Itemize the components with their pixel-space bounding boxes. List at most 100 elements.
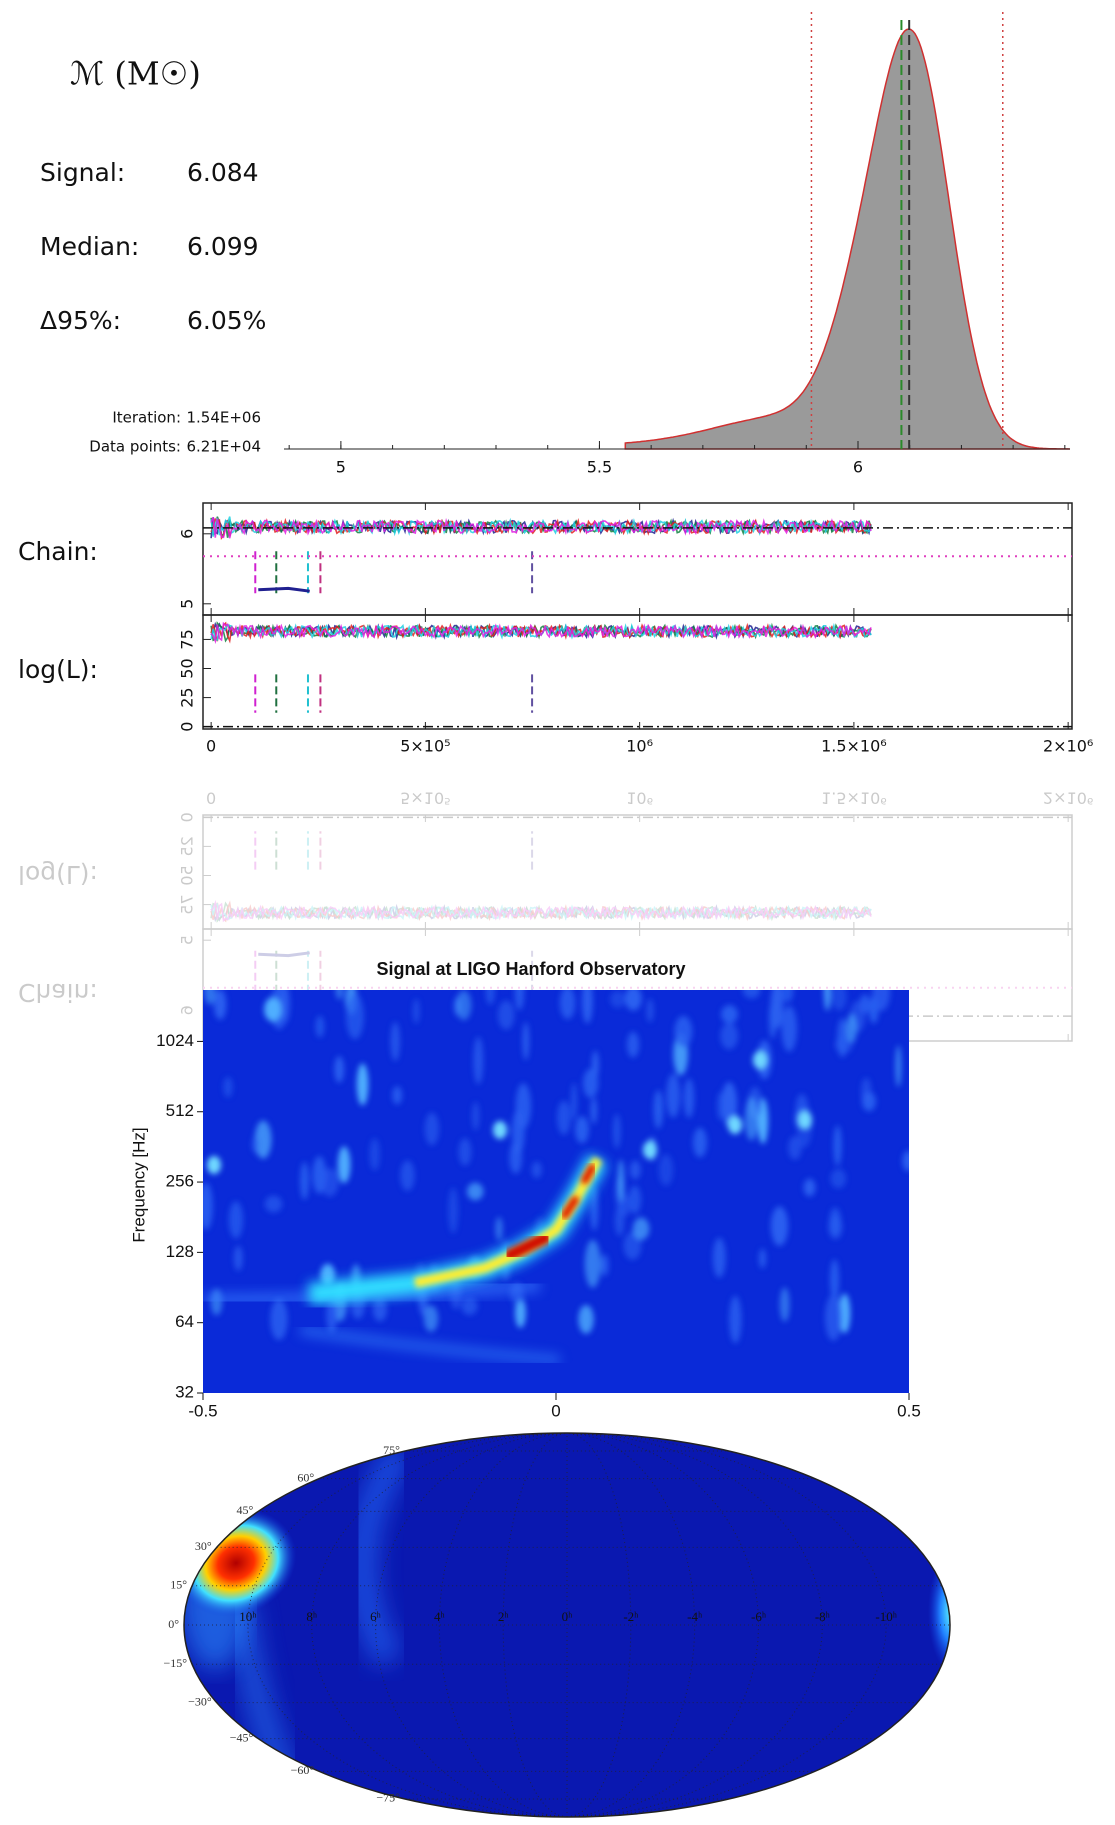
iteration-value: 1.54E+06 <box>186 409 261 427</box>
noise-blob <box>729 1295 742 1344</box>
noise-blob <box>204 990 216 1005</box>
lat-label: −75° <box>376 1791 400 1805</box>
x-tick-label: 1.5×10⁶ <box>821 737 887 756</box>
posterior-panel: ℳ (M☉) Iteration: 1.54E+06 Data points: … <box>40 12 1071 477</box>
lat-label: 60° <box>297 1470 314 1484</box>
spectrogram-image <box>203 990 909 1365</box>
y-tick-label: 1024 <box>156 1031 194 1050</box>
noise-blob <box>674 1015 693 1048</box>
noise-blob <box>626 1031 640 1058</box>
noise-blob <box>770 1206 789 1247</box>
y-tick-label: 64 <box>175 1312 194 1331</box>
noise-blob <box>392 1086 403 1105</box>
stat-value: 6.099 <box>187 232 259 261</box>
noise-blob <box>666 1073 681 1118</box>
ra-label: 0ʰ <box>562 1609 573 1624</box>
noise-blob <box>803 1178 816 1197</box>
spectrogram-panel: Signal at LIGO Hanford Observatory Frequ… <box>129 959 920 1421</box>
noise-blob <box>744 1097 759 1141</box>
y-tick-label: 6 <box>178 529 197 539</box>
noise-blob <box>326 1297 338 1333</box>
noise-blob <box>779 1287 790 1322</box>
noise-blob <box>335 990 344 1000</box>
parameter-label: ℳ (M☉) <box>70 55 201 93</box>
noise-blob <box>559 990 576 1020</box>
noise-blob <box>372 1297 388 1322</box>
noise-blob <box>583 1068 599 1098</box>
noise-blob <box>473 1036 484 1085</box>
noise-blob <box>203 1182 213 1230</box>
noise-blob <box>557 1100 571 1135</box>
ra-label: -2ʰ <box>623 1609 638 1624</box>
points-value: 6.21E+04 <box>186 438 261 456</box>
lat-label: 45° <box>237 1503 254 1517</box>
noise-blob <box>658 1154 674 1186</box>
x-tick-label: 0.5 <box>897 1401 921 1420</box>
noise-blob <box>254 1120 272 1159</box>
noise-blob <box>337 1146 351 1184</box>
x-tick-label: 6 <box>853 458 863 477</box>
chain-excursion <box>258 586 310 593</box>
noise-blob <box>300 1161 309 1200</box>
noise-blob <box>213 990 227 1020</box>
noise-blob <box>872 990 891 1012</box>
noise-blob <box>632 1217 650 1241</box>
meridian <box>502 1432 568 1818</box>
lat-label: 30° <box>195 1539 212 1553</box>
noise-blob <box>270 1298 288 1341</box>
y-tick-label: 0 <box>178 722 197 732</box>
noise-blob <box>320 1168 339 1197</box>
noise-blob <box>456 990 472 1021</box>
noise-blob <box>610 990 626 1008</box>
noise-blob <box>846 1013 857 1043</box>
noise-blob <box>629 1160 641 1180</box>
y-tick-label: 512 <box>166 1101 194 1120</box>
noise-blob <box>788 1135 802 1160</box>
noise-blob <box>515 1297 526 1328</box>
noise-blob <box>448 1187 459 1234</box>
noise-blob <box>424 1112 440 1146</box>
spectrogram-title: Signal at LIGO Hanford Observatory <box>376 959 685 979</box>
noise-blob <box>264 1195 283 1213</box>
ra-label: 6ʰ <box>370 1609 381 1624</box>
noise-blob <box>895 1045 902 1087</box>
ra-label: -4ʰ <box>687 1609 702 1624</box>
noise-blob <box>742 990 761 999</box>
x-tick-label: 2×10⁶ <box>1043 737 1093 756</box>
noise-blob <box>207 1156 221 1174</box>
y-tick-label: 32 <box>175 1382 194 1401</box>
noise-blob <box>830 1168 847 1189</box>
noise-blob <box>264 997 282 1022</box>
noise-blob <box>466 1182 484 1201</box>
y-tick-label: 25 <box>178 687 197 707</box>
noise-blob <box>798 1111 812 1129</box>
lat-label: −45° <box>230 1730 254 1744</box>
lat-label: 0° <box>168 1617 179 1631</box>
noise-blob <box>646 998 654 1023</box>
noise-blob <box>252 1136 259 1153</box>
noise-blob <box>683 1078 695 1119</box>
noise-blob <box>423 1305 439 1332</box>
posterior-density <box>624 28 1071 450</box>
noise-blob <box>584 1239 601 1288</box>
noise-blob <box>829 1207 842 1237</box>
noise-blob <box>497 1000 515 1030</box>
noise-blob <box>531 1161 542 1179</box>
noise-blob <box>720 1022 738 1050</box>
noise-blob <box>600 1254 609 1277</box>
noise-blob <box>859 994 870 1014</box>
noise-blob <box>768 1001 777 1039</box>
noise-blob <box>461 1297 478 1316</box>
ra-label: 4ʰ <box>434 1609 445 1624</box>
y-tick-label: 5 <box>178 599 197 609</box>
noise-blob <box>493 1121 507 1139</box>
noise-blob <box>356 1063 369 1106</box>
x-tick-label: 5 <box>336 458 346 477</box>
x-tick-label: 0 <box>206 737 216 756</box>
noise-blob <box>346 993 364 1040</box>
ra-label: 10ʰ <box>239 1609 256 1624</box>
y-tick-label: 50 <box>178 658 197 678</box>
noise-blob <box>315 1015 325 1038</box>
noise-blob <box>280 990 290 1023</box>
